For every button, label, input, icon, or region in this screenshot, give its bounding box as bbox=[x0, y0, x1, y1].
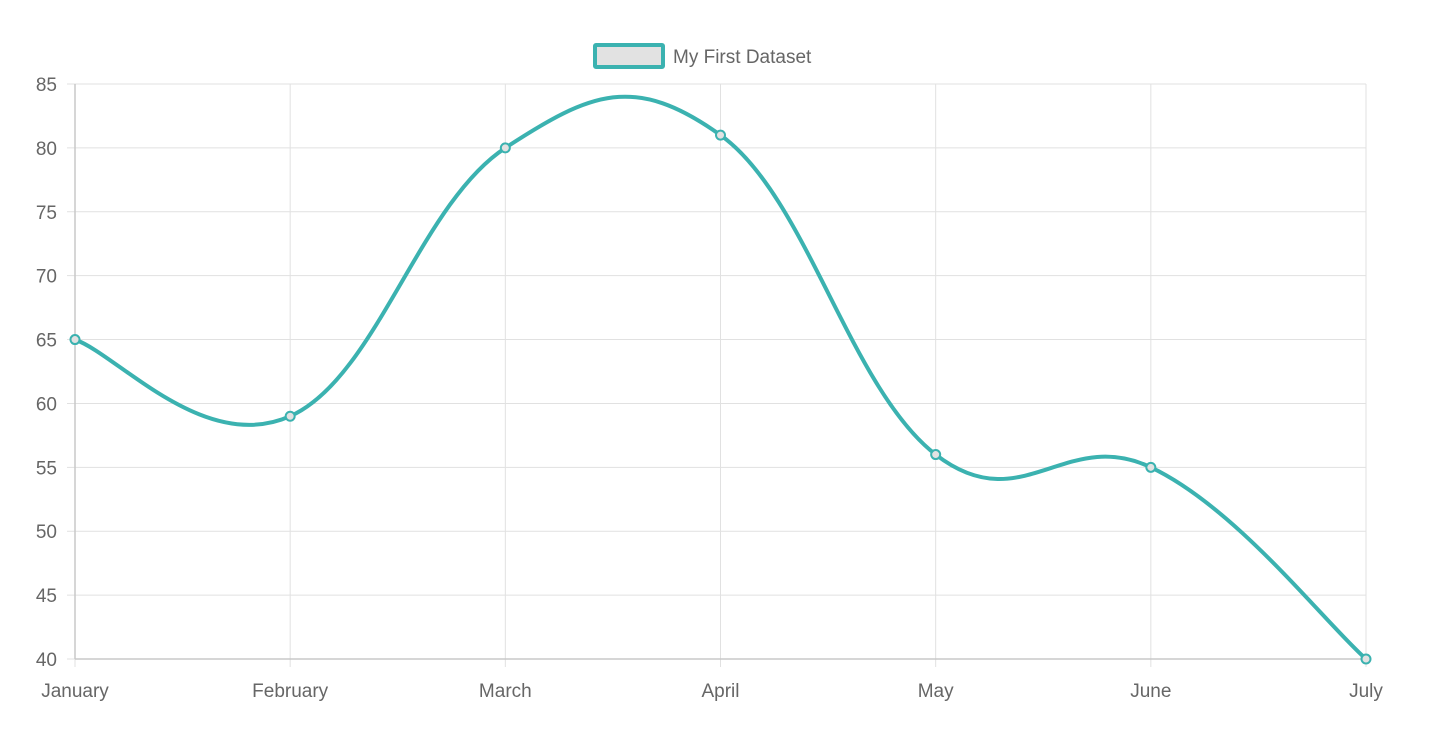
data-point[interactable] bbox=[715, 129, 726, 141]
x-axis: January February March April May June July bbox=[41, 658, 1383, 702]
y-tick-label: 60 bbox=[36, 394, 57, 415]
y-axis: 40 45 50 55 60 65 70 75 80 85 bbox=[36, 75, 76, 671]
x-tick-label: March bbox=[479, 681, 532, 702]
data-point[interactable] bbox=[930, 449, 942, 461]
legend-label: My First Dataset bbox=[673, 47, 812, 68]
data-points bbox=[69, 129, 1372, 665]
grid-lines bbox=[67, 83, 1367, 667]
data-point[interactable] bbox=[499, 142, 511, 154]
y-tick-label: 45 bbox=[36, 586, 57, 607]
y-tick-label: 55 bbox=[36, 458, 57, 479]
y-tick-label: 75 bbox=[36, 203, 57, 224]
y-tick-label: 50 bbox=[36, 522, 57, 543]
data-point[interactable] bbox=[284, 410, 296, 422]
x-tick-label: July bbox=[1349, 681, 1383, 702]
legend-swatch bbox=[593, 43, 665, 69]
legend[interactable]: My First Dataset bbox=[593, 43, 812, 69]
y-tick-label: 70 bbox=[36, 267, 57, 288]
x-tick-label: February bbox=[252, 681, 329, 702]
y-tick-label: 65 bbox=[36, 331, 57, 352]
data-point[interactable] bbox=[1145, 461, 1157, 473]
y-tick-label: 40 bbox=[36, 650, 57, 671]
y-tick-label: 85 bbox=[36, 75, 57, 96]
y-tick-label: 80 bbox=[36, 139, 57, 160]
data-point[interactable] bbox=[1360, 653, 1372, 665]
x-tick-label: June bbox=[1130, 681, 1171, 702]
data-point[interactable] bbox=[69, 334, 81, 346]
x-tick-label: January bbox=[41, 681, 109, 702]
x-tick-label: April bbox=[701, 681, 739, 702]
x-tick-label: May bbox=[918, 681, 954, 702]
